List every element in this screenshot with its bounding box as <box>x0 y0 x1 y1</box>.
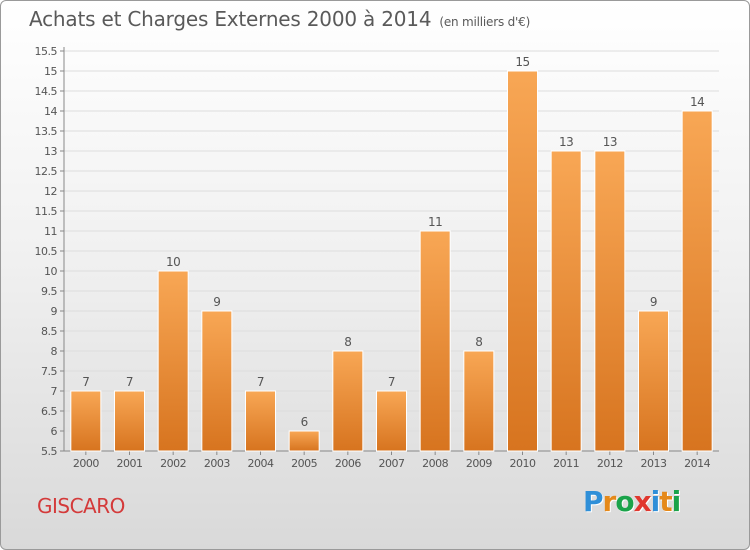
y-tick-label: 6.5 <box>41 405 57 418</box>
x-tick-label: 2007 <box>379 457 405 470</box>
chart-title: Achats et Charges Externes 2000 à 2014 <box>29 7 432 31</box>
bar <box>70 390 102 452</box>
y-tick-label: 13 <box>44 145 57 158</box>
bar-value-label: 6 <box>301 415 308 429</box>
x-tick-label: 2010 <box>510 457 536 470</box>
bars <box>70 70 713 452</box>
bar <box>288 430 320 452</box>
bar-value-label: 10 <box>166 255 180 269</box>
x-tick-label: 2004 <box>248 457 274 470</box>
y-tick-label: 7.5 <box>41 365 57 378</box>
x-tick-label: 2006 <box>335 457 361 470</box>
x-tick-label: 2001 <box>117 457 143 470</box>
bar-value-label: 14 <box>690 95 704 109</box>
x-tick-label: 2009 <box>466 457 492 470</box>
logo-letter: x <box>633 485 652 518</box>
y-tick-label: 15 <box>44 65 57 78</box>
bar <box>507 70 538 452</box>
bar-value-label: 7 <box>388 375 395 389</box>
y-tick-label: 10.5 <box>35 245 58 258</box>
bar-value-label: 13 <box>603 135 617 149</box>
logo-letter: i <box>650 485 661 518</box>
y-tick-label: 11 <box>44 225 57 238</box>
bar <box>114 390 145 452</box>
y-tick-label: 9 <box>51 305 58 318</box>
logo-letter: o <box>615 485 634 518</box>
chart-title-block: Achats et Charges Externes 2000 à 2014 (e… <box>29 7 530 31</box>
y-tick-label: 6 <box>51 425 58 438</box>
commune-name: GISCARO <box>37 494 125 518</box>
bar-value-label: 15 <box>515 55 529 69</box>
x-tick-label: 2000 <box>73 457 99 470</box>
bar-value-label: 8 <box>344 335 351 349</box>
x-tick-label: 2013 <box>641 457 667 470</box>
bar <box>419 230 451 452</box>
logo-letter: r <box>602 485 617 518</box>
y-tick-label: 14 <box>44 105 57 118</box>
bar <box>638 310 669 452</box>
y-tick-label: 12 <box>44 185 57 198</box>
y-tick-label: 9.5 <box>41 285 57 298</box>
y-tick-label: 13.5 <box>35 125 58 138</box>
bar <box>463 350 495 452</box>
y-tick-label: 10 <box>44 265 57 278</box>
labels: 7 2000 7 2001 10 2002 9 2003 7 2004 6 2005 8 2006 7 200… <box>73 55 711 470</box>
y-tick-label: 8 <box>51 345 58 358</box>
bar-value-label: 7 <box>126 375 133 389</box>
bar-value-label: 9 <box>650 295 657 309</box>
y-tick-label: 11.5 <box>35 205 58 218</box>
x-tick-label: 2003 <box>204 457 230 470</box>
bar-value-label: 8 <box>475 335 482 349</box>
bar-value-label: 13 <box>559 135 573 149</box>
bar <box>376 390 407 452</box>
x-tick-label: 2012 <box>597 457 623 470</box>
proxiti-logo: Proxiti <box>583 485 682 518</box>
bar <box>681 110 713 452</box>
bar-value-label: 7 <box>82 375 89 389</box>
bar-value-label: 7 <box>257 375 264 389</box>
bar <box>332 350 364 452</box>
y-tick-label: 8.5 <box>41 325 57 338</box>
y-tick-label: 12.5 <box>35 165 58 178</box>
bar-value-label: 9 <box>213 295 220 309</box>
x-tick-label: 2005 <box>291 457 317 470</box>
chart-unit: (en milliers d'€) <box>439 15 531 29</box>
x-tick-label: 2002 <box>160 457 186 470</box>
bar <box>245 390 276 452</box>
y-tick-label: 14.5 <box>35 85 58 98</box>
y-tick-label: 15.5 <box>35 45 58 58</box>
bar <box>594 150 626 452</box>
x-tick-label: 2014 <box>684 457 710 470</box>
bar <box>550 150 582 452</box>
x-tick-label: 2008 <box>422 457 448 470</box>
logo-letter: P <box>583 485 604 518</box>
y-tick-label: 5.5 <box>41 445 57 458</box>
bar <box>201 310 233 452</box>
y-tick-label: 7 <box>51 385 58 398</box>
logo-letter: i <box>671 485 682 518</box>
x-tick-label: 2011 <box>553 457 579 470</box>
logo-letter: t <box>659 485 672 518</box>
bar-value-label: 11 <box>428 215 442 229</box>
bar <box>157 270 189 452</box>
